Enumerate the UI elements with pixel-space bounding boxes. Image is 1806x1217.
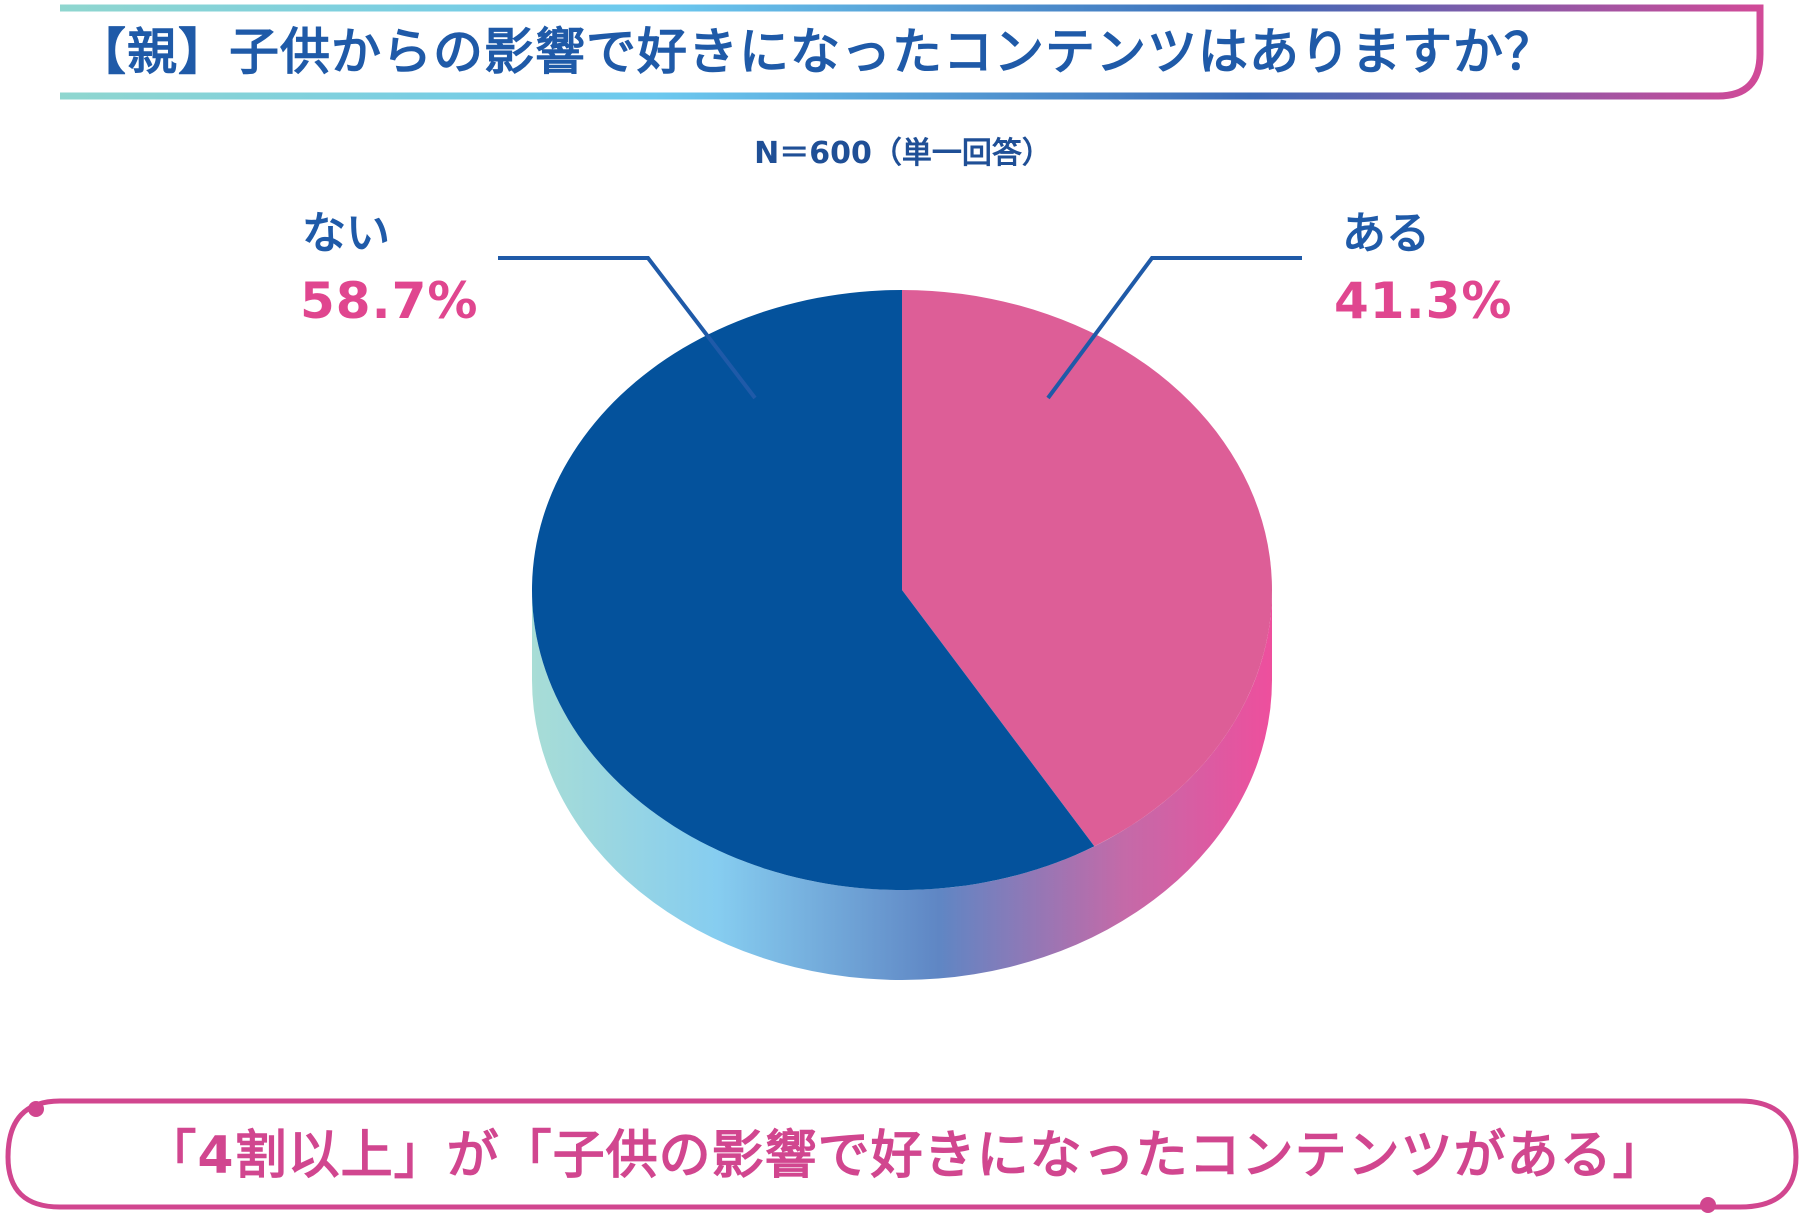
callout-frame	[5, 1098, 1799, 1213]
chart-title-banner: 【親】子供からの影響で好きになったコンテンツはありますか？	[56, 4, 1764, 100]
slice-label-nai: ない	[302, 208, 390, 259]
slice-label-aru: ある	[1342, 208, 1430, 259]
pie-slice-aru	[902, 290, 1272, 847]
pie-leader-lines	[498, 256, 1302, 400]
callout-dot-right	[1700, 1197, 1716, 1213]
slice-value-aru: 41.3%	[1334, 272, 1513, 330]
pie-top-face	[531, 290, 1272, 890]
callout-dot-left	[28, 1101, 44, 1117]
summary-callout: 「4割以上」が「子供の影響で好きになったコンテンツがある」	[0, 1095, 1806, 1213]
sample-size-note: N＝600（単一回答）	[754, 136, 1052, 171]
pie-side-wall-surface	[532, 590, 1272, 980]
pie-side-wall	[532, 590, 1272, 980]
slice-value-nai: 58.7%	[300, 272, 479, 330]
leader-line-nai	[498, 256, 757, 400]
callout-text: 「4割以上」が「子供の影響で好きになったコンテンツがある」	[144, 1126, 1666, 1186]
pie-slice-nai	[531, 290, 1095, 890]
chart-title: 【親】子供からの影響で好きになったコンテンツはありますか？	[76, 23, 1555, 81]
title-banner-frame	[60, 4, 1764, 100]
leader-line-aru	[1046, 256, 1302, 400]
